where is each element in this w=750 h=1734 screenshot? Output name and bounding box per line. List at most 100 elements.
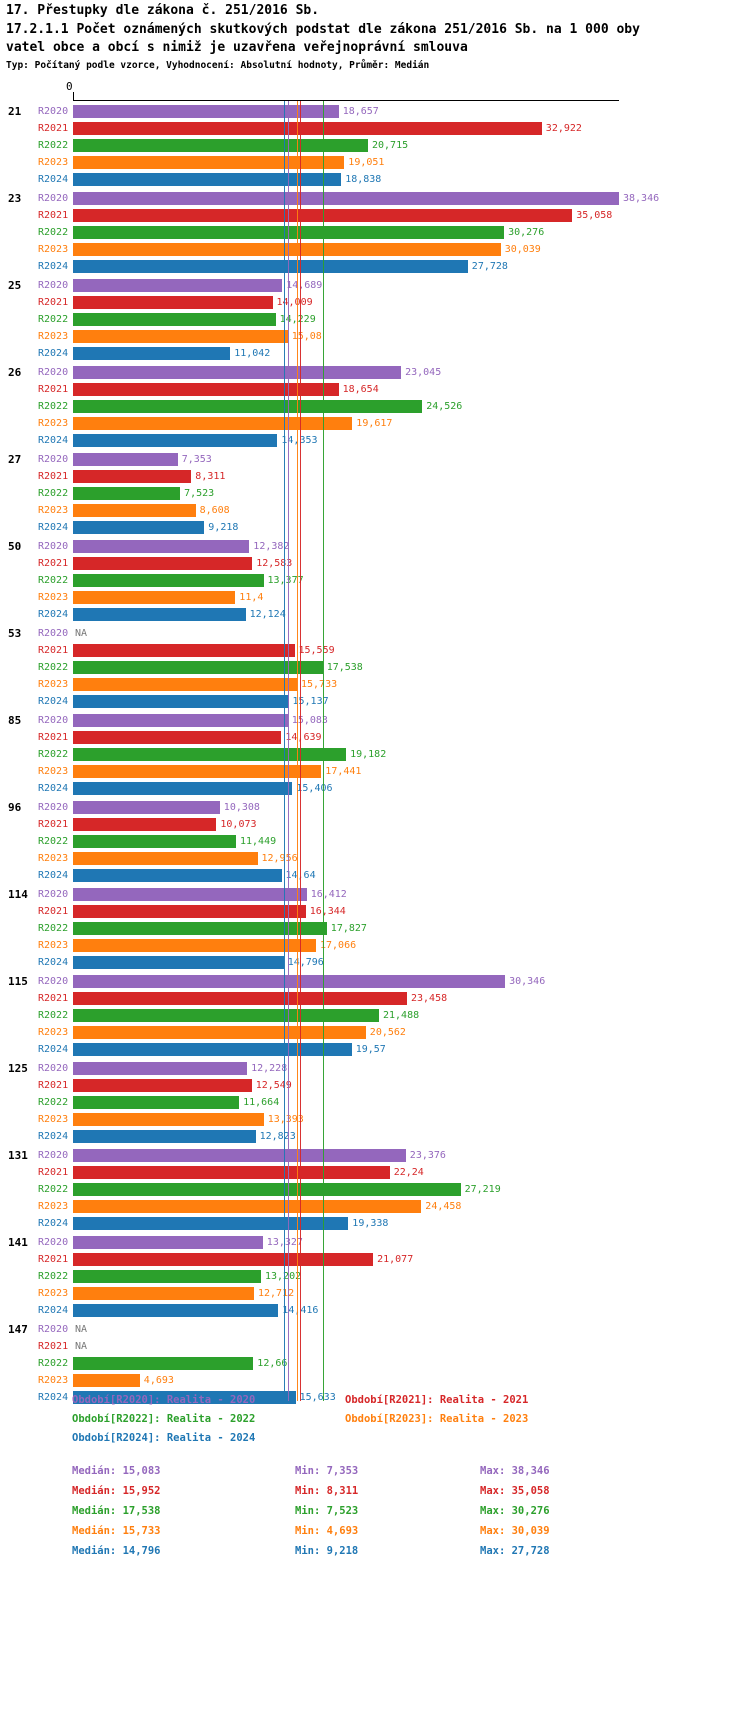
page-subtitle-line1: 17.2.1.1 Počet oznámených skutkových pod… xyxy=(6,22,640,37)
bar xyxy=(73,1236,263,1249)
bar-value-label: 9,218 xyxy=(208,522,239,533)
bar-track: 11,664 xyxy=(73,1096,750,1109)
bar-value-label: 12,228 xyxy=(251,1063,288,1074)
series-year-label: R2020 xyxy=(38,1150,69,1161)
bar-value-label: 17,066 xyxy=(320,940,357,951)
series-year-label: R2023 xyxy=(38,1114,69,1125)
bar xyxy=(73,1391,296,1404)
bar-value-label: 12,124 xyxy=(249,609,286,620)
page-title: 17. Přestupky dle zákona č. 251/2016 Sb. xyxy=(6,3,320,18)
bar-row: R2023 19,617 xyxy=(0,415,750,432)
bar-value-label: 20,562 xyxy=(369,1027,406,1038)
x-axis-line xyxy=(73,100,619,101)
bar xyxy=(73,1357,254,1370)
bar-row: R2022 17,538 xyxy=(0,659,750,676)
bar-value-label: 15,559 xyxy=(298,645,335,656)
group-label: 141 xyxy=(8,1236,28,1249)
stat-min-R2024: Min: 9,218 xyxy=(295,1545,359,1557)
page-subtitle-line2: vatel obce a obcí s nimiž je uzavřena ve… xyxy=(6,40,468,55)
series-year-label: R2024 xyxy=(38,1044,69,1055)
bar-row: R2022 17,827 xyxy=(0,920,750,937)
bar-row: R2024 18,838 xyxy=(0,171,750,188)
bar-value-label: 11,664 xyxy=(243,1097,280,1108)
bar-value-label: 11,042 xyxy=(234,348,271,359)
bar-track: 14,64 xyxy=(73,869,750,882)
bar-track: 14,796 xyxy=(73,956,750,969)
bar-track: 30,346 xyxy=(73,975,750,988)
bar-track: 15,083 xyxy=(73,714,750,727)
bar-track: 20,562 xyxy=(73,1026,750,1039)
chart-meta-line: Typ: Počítaný podle vzorce, Vyhodnocení:… xyxy=(6,60,430,71)
bar-row: R2024 14,416 xyxy=(0,1302,750,1319)
series-year-label: R2021 xyxy=(38,471,69,482)
bar-row: R2023 4,693 xyxy=(0,1372,750,1389)
bar xyxy=(73,243,501,256)
bar-row: R2022 11,664 xyxy=(0,1094,750,1111)
series-year-label: R2022 xyxy=(38,227,69,238)
bar-track: 24,458 xyxy=(73,1200,750,1213)
bar-value-label: 14,689 xyxy=(286,280,323,291)
bar-track: 19,57 xyxy=(73,1043,750,1056)
median-line-R2024 xyxy=(283,101,285,1401)
series-year-label: R2023 xyxy=(38,1027,69,1038)
bar-row: R2021 21,077 xyxy=(0,1251,750,1268)
series-year-label: R2024 xyxy=(38,1131,69,1142)
bar-track: 14,689 xyxy=(73,279,750,292)
series-year-label: R2024 xyxy=(38,870,69,881)
bar xyxy=(73,695,289,708)
series-year-label: R2024 xyxy=(38,696,69,707)
stat-median-R2024: Medián: 14,796 xyxy=(72,1545,161,1557)
bar xyxy=(73,939,316,952)
bar-row: R2022 12,66 xyxy=(0,1355,750,1372)
bar xyxy=(73,434,278,447)
bar-track: 16,412 xyxy=(73,888,750,901)
bar xyxy=(73,366,402,379)
bar xyxy=(73,173,342,186)
bar-track: 17,441 xyxy=(73,765,750,778)
series-year-label: R2020 xyxy=(38,106,69,117)
stat-min-R2021: Min: 8,311 xyxy=(295,1485,359,1497)
bar-track: 14,353 xyxy=(73,434,750,447)
series-year-label: R2021 xyxy=(38,906,69,917)
series-year-label: R2020 xyxy=(38,1237,69,1248)
bar xyxy=(73,192,619,205)
bar-track: 11,449 xyxy=(73,835,750,848)
series-year-label: R2022 xyxy=(38,314,69,325)
bar-value-label: 15,633 xyxy=(299,1392,336,1403)
chart-legend: Období[R2020]: Realita - 2020 Období[R202… xyxy=(72,1394,692,1444)
bar-row: R2021 12,583 xyxy=(0,555,750,572)
bar-value-label: 14,639 xyxy=(285,732,322,743)
bar xyxy=(73,487,181,500)
bar xyxy=(73,956,284,969)
bar-row: R2020 38,346 xyxy=(0,190,750,207)
bar-row: R2021 12,549 xyxy=(0,1077,750,1094)
bar xyxy=(73,1149,406,1162)
series-year-label: R2020 xyxy=(38,280,69,291)
bar-row: R2023 13,393 xyxy=(0,1111,750,1128)
bar-value-label: 17,538 xyxy=(326,662,363,673)
bar-value-label: 23,045 xyxy=(405,367,442,378)
bar xyxy=(73,260,468,273)
bar-track: 19,051 xyxy=(73,156,750,169)
bar xyxy=(73,417,353,430)
bar-group: 21 R2020 18,657 R2021 32,922 R2022 20,715 R2023… xyxy=(0,103,750,188)
series-year-label: R2021 xyxy=(38,1080,69,1091)
bar xyxy=(73,1304,279,1317)
group-label: 114 xyxy=(8,888,28,901)
bar-group: 96 R2020 10,308 R2021 10,073 R2022 11,449 R2023… xyxy=(0,799,750,884)
bar-track: 15,559 xyxy=(73,644,750,657)
bar-value-label: 35,058 xyxy=(576,210,613,221)
bar-track: 12,956 xyxy=(73,852,750,865)
series-year-label: R2021 xyxy=(38,384,69,395)
bar-row: R2024 19,57 xyxy=(0,1041,750,1058)
stat-max-R2020: Max: 38,346 xyxy=(480,1465,550,1477)
bar-row: R2023 11,4 xyxy=(0,589,750,606)
bar xyxy=(73,1183,461,1196)
bar-row: R2020 10,308 xyxy=(0,799,750,816)
series-year-label: R2022 xyxy=(38,1184,69,1195)
bar-row: R2020 12,382 xyxy=(0,538,750,555)
bar-row: R2020 7,353 xyxy=(0,451,750,468)
bar xyxy=(73,1270,261,1283)
bar-row: R2021 15,559 xyxy=(0,642,750,659)
bar xyxy=(73,644,295,657)
